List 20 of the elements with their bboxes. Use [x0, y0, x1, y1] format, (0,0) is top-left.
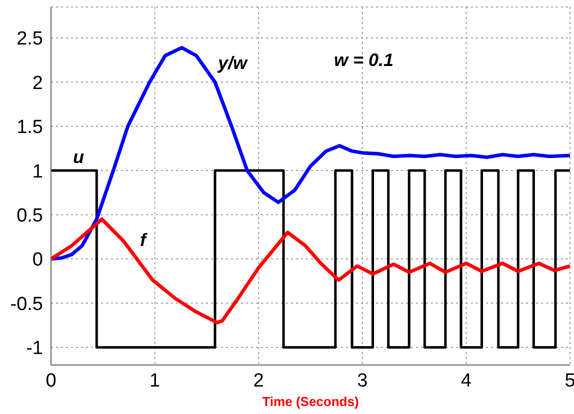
y-tick-label: 0.5 — [16, 205, 43, 226]
y-tick-label: 1 — [32, 161, 43, 182]
annotation: y/w — [218, 53, 248, 73]
y-tick-label: 2.5 — [16, 28, 43, 50]
annotation: f — [140, 230, 146, 250]
y-tick-label: 0 — [32, 250, 43, 271]
x-tick-label: 4 — [460, 370, 472, 392]
x-axis-title: Time (Seconds) — [262, 394, 359, 409]
line-series — [51, 46, 570, 261]
y-tick-label: 2 — [32, 72, 43, 94]
y-tick-label: -0.5 — [10, 294, 43, 315]
y-tick-label: 1.5 — [16, 117, 43, 138]
x-tick-label: 2 — [253, 370, 264, 392]
line-series — [51, 217, 570, 324]
y-tick-label: -1 — [26, 338, 43, 360]
x-tick-label: 0 — [46, 370, 56, 392]
x-tick-label: 3 — [357, 370, 368, 392]
annotation: w = 0.1 — [334, 50, 394, 70]
x-tick-label: 1 — [150, 370, 160, 392]
annotation: u — [73, 147, 84, 167]
